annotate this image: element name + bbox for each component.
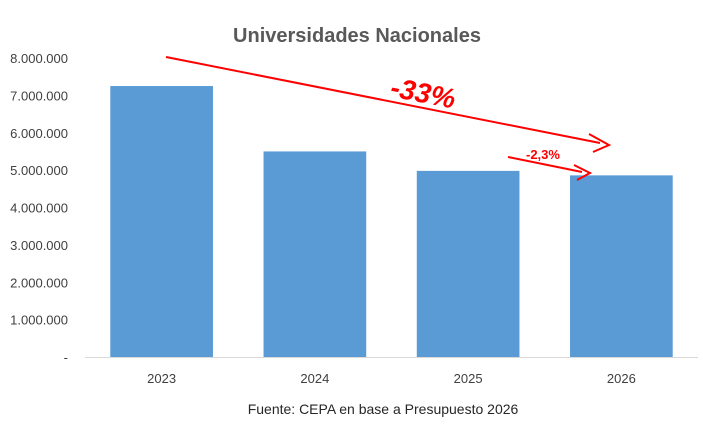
bar-2025 bbox=[416, 170, 520, 357]
trend-arrow-last bbox=[507, 156, 583, 173]
y-tick-label: 3.000.000 bbox=[10, 238, 68, 253]
bar-2026 bbox=[570, 175, 673, 357]
y-tick-label: 1.000.000 bbox=[10, 313, 68, 328]
y-axis: - 1.000.000 2.000.000 3.000.000 4.000.000 5.0… bbox=[10, 51, 68, 365]
trend-arrow-total-head bbox=[588, 133, 612, 153]
x-tick-label: 2023 bbox=[147, 371, 176, 386]
annotation-last-change: -2,3% bbox=[526, 147, 560, 162]
trend-arrow-total bbox=[165, 56, 601, 144]
x-tick-label: 2026 bbox=[607, 371, 636, 386]
bar-2023 bbox=[110, 86, 213, 357]
y-tick-label: 4.000.000 bbox=[10, 201, 68, 216]
x-axis: 2023 2024 2025 2026 bbox=[147, 371, 636, 386]
x-tick-label: 2025 bbox=[454, 371, 483, 386]
x-tick-label: 2024 bbox=[300, 371, 329, 386]
chart-title: Universidades Nacionales bbox=[233, 25, 481, 47]
y-tick-label: 5.000.000 bbox=[10, 163, 68, 178]
annotations-group: -33% -2,3% bbox=[165, 56, 612, 181]
bar-2024 bbox=[263, 151, 367, 357]
bars-group bbox=[110, 86, 673, 357]
annotation-total-change: -33% bbox=[388, 72, 458, 115]
y-tick-label: 6.000.000 bbox=[10, 126, 68, 141]
y-tick-label: 7.000.000 bbox=[10, 88, 68, 103]
trend-arrow-last-head bbox=[573, 164, 593, 181]
y-tick-label: 8.000.000 bbox=[10, 51, 68, 66]
source-note: Fuente: CEPA en base a Presupuesto 2026 bbox=[248, 401, 519, 417]
y-tick-label: 2.000.000 bbox=[10, 275, 68, 290]
y-tick-label: - bbox=[64, 350, 68, 365]
